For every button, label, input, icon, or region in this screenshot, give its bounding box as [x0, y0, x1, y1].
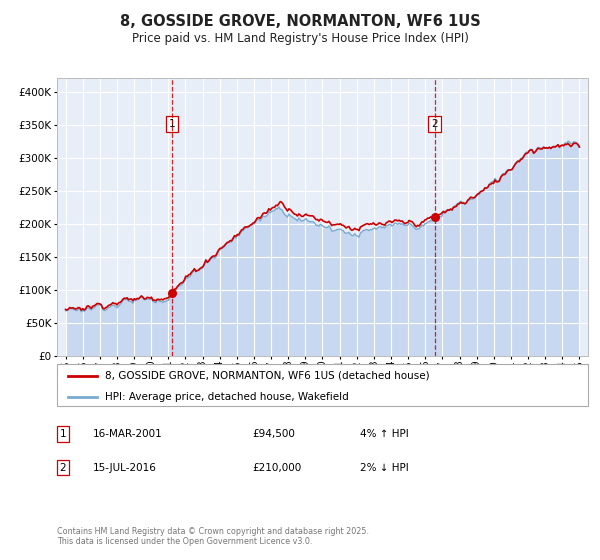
Text: 2% ↓ HPI: 2% ↓ HPI [360, 463, 409, 473]
Text: 8, GOSSIDE GROVE, NORMANTON, WF6 1US: 8, GOSSIDE GROVE, NORMANTON, WF6 1US [119, 14, 481, 29]
FancyBboxPatch shape [57, 364, 588, 406]
Text: 2: 2 [59, 463, 67, 473]
Text: 8, GOSSIDE GROVE, NORMANTON, WF6 1US (detached house): 8, GOSSIDE GROVE, NORMANTON, WF6 1US (de… [105, 371, 430, 381]
Text: 4% ↑ HPI: 4% ↑ HPI [360, 429, 409, 439]
Text: 16-MAR-2001: 16-MAR-2001 [93, 429, 163, 439]
Text: 1: 1 [59, 429, 67, 439]
Text: Contains HM Land Registry data © Crown copyright and database right 2025.
This d: Contains HM Land Registry data © Crown c… [57, 526, 369, 546]
Text: 2: 2 [431, 119, 438, 129]
Text: 1: 1 [169, 119, 175, 129]
Text: 15-JUL-2016: 15-JUL-2016 [93, 463, 157, 473]
Text: HPI: Average price, detached house, Wakefield: HPI: Average price, detached house, Wake… [105, 392, 349, 402]
Text: Price paid vs. HM Land Registry's House Price Index (HPI): Price paid vs. HM Land Registry's House … [131, 32, 469, 45]
Text: £210,000: £210,000 [252, 463, 301, 473]
Text: £94,500: £94,500 [252, 429, 295, 439]
